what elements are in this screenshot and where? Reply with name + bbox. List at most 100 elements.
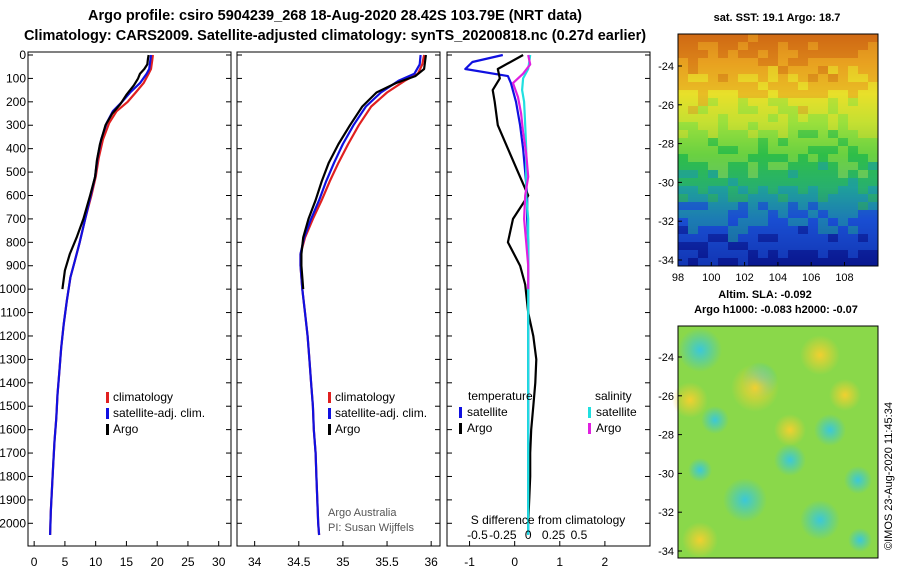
depth-tick-label: 1700 <box>0 446 26 460</box>
x-tick-label: 35.5 <box>375 555 399 569</box>
sst-cell <box>848 178 858 186</box>
sst-cell <box>698 50 708 58</box>
sla-map-subtitle: Argo h1000: -0.083 h2000: -0.07 <box>694 304 858 316</box>
legend-sal-argo-swatch <box>588 423 591 434</box>
series-line-argo <box>300 54 427 290</box>
sst-cell <box>768 74 778 82</box>
sst-cell <box>828 242 838 250</box>
sst-cell <box>788 138 798 146</box>
sst-cell <box>788 58 798 66</box>
sst-cell <box>768 82 778 90</box>
sst-cell <box>708 138 718 146</box>
sst-cell <box>688 74 698 82</box>
sst-cell <box>778 146 788 154</box>
sst-cell <box>798 42 808 50</box>
sst-cell <box>848 186 858 194</box>
sst-cell <box>818 234 828 242</box>
sst-map-cells <box>678 34 878 266</box>
sst-cell <box>738 202 748 210</box>
sst-cell <box>728 98 738 106</box>
sst-cell <box>698 138 708 146</box>
sst-cell <box>758 242 768 250</box>
sst-cell <box>758 98 768 106</box>
series-line-argo <box>61 54 150 290</box>
sst-cell <box>808 186 818 194</box>
sst-cell <box>868 202 878 210</box>
sst-cell <box>838 218 848 226</box>
sst-y-tick-label: -26 <box>658 100 674 112</box>
sst-cell <box>788 50 798 58</box>
sst-cell <box>768 226 778 234</box>
sst-cell <box>828 114 838 122</box>
sst-cell <box>718 42 728 50</box>
sst-cell <box>768 234 778 242</box>
legend-sal-argo-label: Argo <box>596 421 622 435</box>
sst-cell <box>818 146 828 154</box>
sst-cell <box>858 218 868 226</box>
x-tick-label: 30 <box>212 555 226 569</box>
sst-cell <box>848 234 858 242</box>
sst-cell <box>718 138 728 146</box>
sst-cell <box>828 34 838 42</box>
sst-cell <box>748 194 758 202</box>
sst-cell <box>728 234 738 242</box>
sst-cell <box>838 130 848 138</box>
series-line-satellite-adj-clim- <box>299 54 422 536</box>
sst-cell <box>868 234 878 242</box>
sst-cell <box>738 114 748 122</box>
sst-cell <box>858 210 868 218</box>
sst-cell <box>868 50 878 58</box>
difference-top-tick-label: 0 <box>525 528 532 542</box>
sst-cell <box>728 194 738 202</box>
title-line-1: Argo profile: csiro 5904239_268 18-Aug-2… <box>88 8 582 24</box>
sst-cell <box>738 50 748 58</box>
sst-cell <box>758 106 768 114</box>
sst-cell <box>868 258 878 266</box>
sst-cell <box>828 74 838 82</box>
sst-cell <box>708 74 718 82</box>
sst-cell <box>768 130 778 138</box>
sst-cell <box>678 82 688 90</box>
sst-cell <box>688 162 698 170</box>
sst-cell <box>688 154 698 162</box>
legend-temp-satellite-swatch <box>459 407 462 418</box>
sla-high-blob <box>800 335 840 375</box>
x-tick-label: -1 <box>464 555 475 569</box>
sst-cell <box>708 58 718 66</box>
sst-cell <box>728 50 738 58</box>
sla-high-blob <box>682 522 718 558</box>
sst-cell <box>808 114 818 122</box>
sst-cell <box>778 50 788 58</box>
sst-cell <box>848 114 858 122</box>
sst-cell <box>768 194 778 202</box>
sst-cell <box>868 34 878 42</box>
sst-cell <box>678 218 688 226</box>
sst-cell <box>718 242 728 250</box>
sst-cell <box>788 250 798 258</box>
sst-cell <box>718 50 728 58</box>
sst-cell <box>728 66 738 74</box>
sst-x-tick-label: 106 <box>802 272 820 284</box>
sst-cell <box>788 130 798 138</box>
sst-cell <box>828 258 838 266</box>
sst-cell <box>768 218 778 226</box>
sst-cell <box>828 154 838 162</box>
sst-cell <box>818 138 828 146</box>
sst-cell <box>708 186 718 194</box>
sst-cell <box>708 50 718 58</box>
sst-cell <box>718 130 728 138</box>
panel-difference-frame <box>446 51 651 547</box>
sst-cell <box>748 114 758 122</box>
sst-cell <box>678 58 688 66</box>
sst-cell <box>738 82 748 90</box>
sst-cell <box>728 242 738 250</box>
sst-cell <box>818 250 828 258</box>
sst-cell <box>838 234 848 242</box>
depth-tick-label: 1800 <box>0 469 26 483</box>
sst-cell <box>718 154 728 162</box>
sst-cell <box>708 234 718 242</box>
legend-temp-argo-label: Argo <box>467 421 493 435</box>
sst-cell <box>688 178 698 186</box>
sst-cell <box>698 98 708 106</box>
sst-cell <box>748 226 758 234</box>
